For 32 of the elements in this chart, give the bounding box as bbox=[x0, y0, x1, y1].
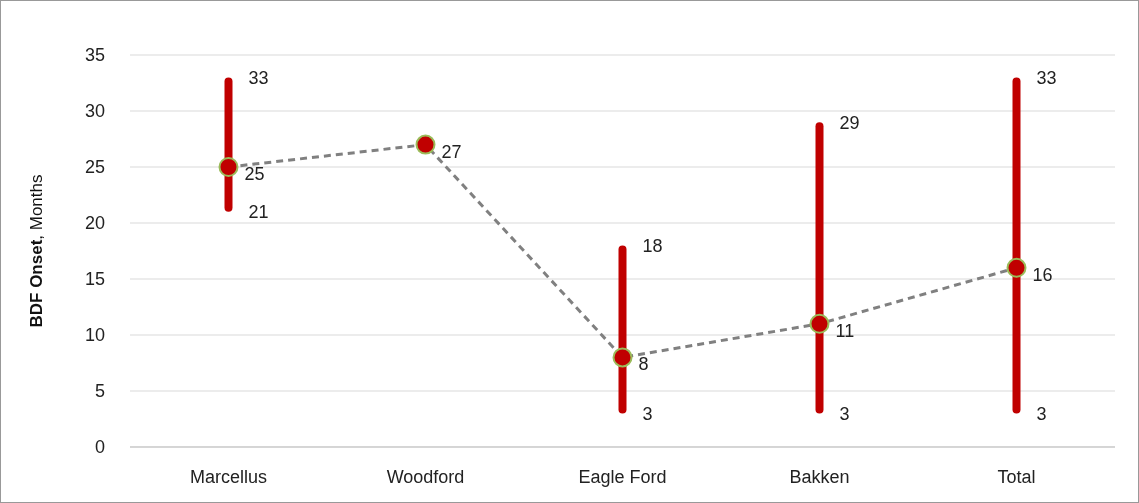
annotation: 18 bbox=[642, 235, 663, 256]
x-tick-label: Marcellus bbox=[189, 467, 268, 487]
y-tick-label: 10 bbox=[84, 325, 105, 346]
point bbox=[612, 347, 633, 368]
annotation: 3 bbox=[839, 403, 850, 424]
y-tick-label: 0 bbox=[94, 437, 105, 458]
point bbox=[218, 157, 239, 177]
annotation: 3 bbox=[642, 403, 653, 424]
y-tick-label: 25 bbox=[84, 157, 105, 178]
x-tick-label: Bakken bbox=[789, 467, 850, 487]
y-tick-label: 35 bbox=[84, 45, 105, 66]
x-tick-label: Total bbox=[997, 467, 1036, 487]
annotation: 29 bbox=[839, 112, 860, 133]
y-tick-label: 5 bbox=[94, 381, 105, 402]
data-label: 11 bbox=[835, 320, 855, 341]
annotation: 3 bbox=[1036, 403, 1047, 424]
data-label: 8 bbox=[638, 354, 649, 375]
x-tick-label: Woodford bbox=[386, 467, 465, 487]
data-label: 27 bbox=[441, 141, 462, 162]
y-tick-label: 20 bbox=[84, 213, 105, 234]
point bbox=[415, 134, 436, 155]
y-axis-title: BDF Onset, Months bbox=[27, 174, 46, 328]
data-label: 16 bbox=[1032, 264, 1053, 285]
annotation: 33 bbox=[248, 67, 269, 88]
annotation: 33 bbox=[1036, 67, 1057, 88]
data-label: 25 bbox=[244, 164, 265, 184]
y-tick-label: 30 bbox=[84, 101, 105, 122]
point bbox=[1006, 257, 1027, 278]
x-tick-label: Eagle Ford bbox=[578, 467, 667, 487]
y-tick-label: 15 bbox=[84, 269, 105, 290]
annotation: 21 bbox=[248, 202, 269, 223]
point bbox=[809, 313, 830, 334]
